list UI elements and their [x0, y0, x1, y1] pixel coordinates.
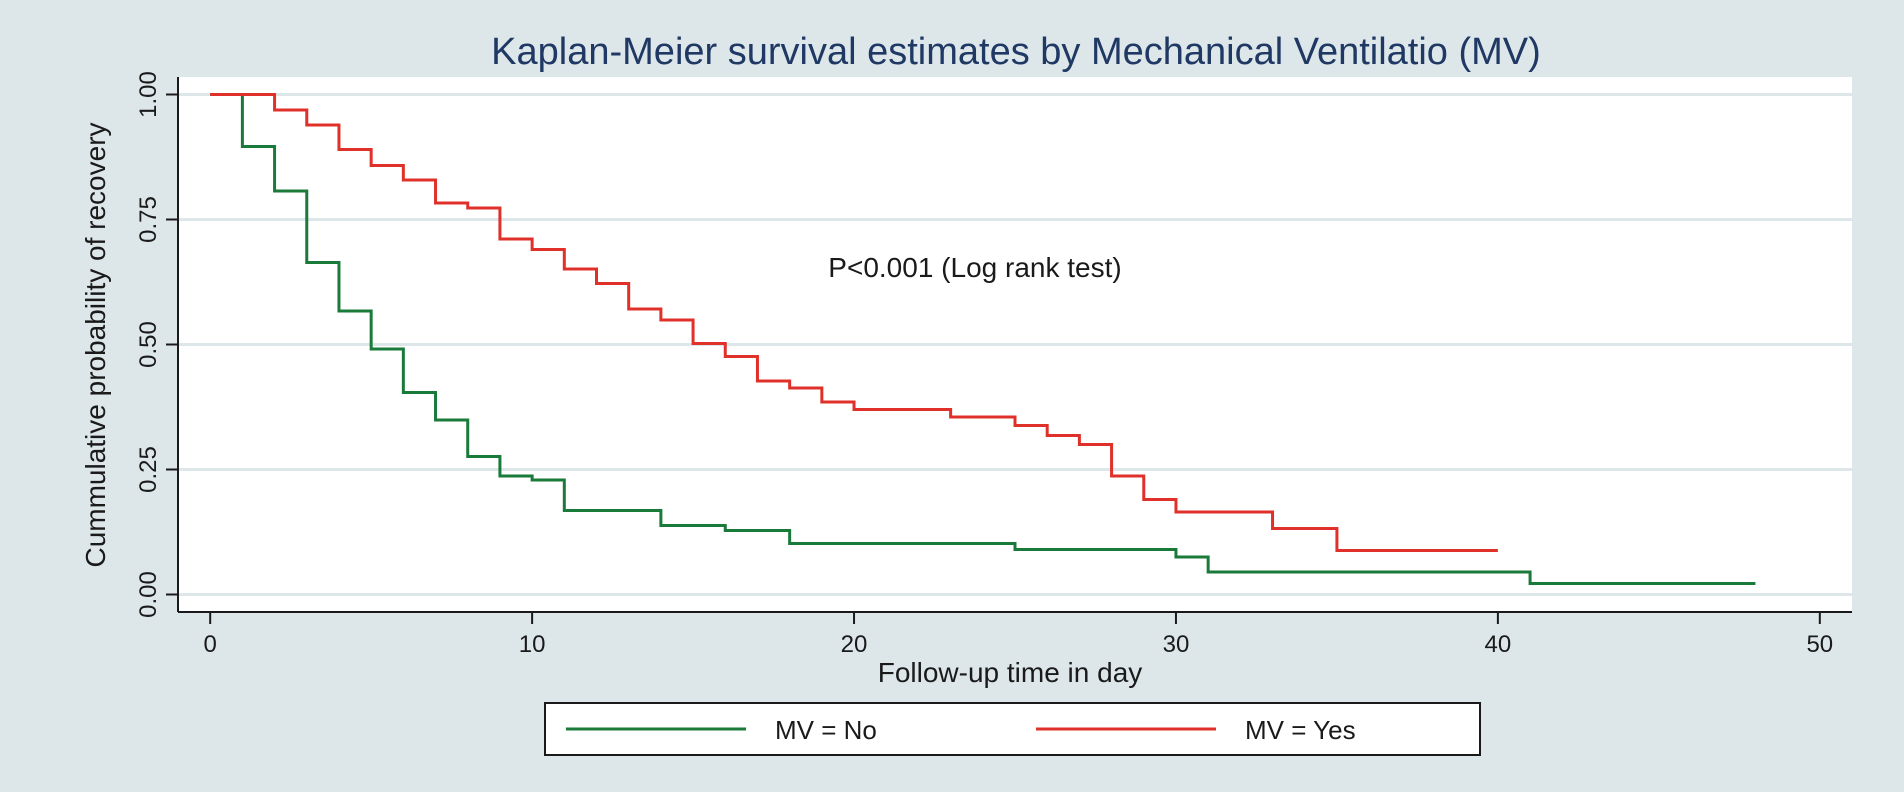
y-axis-title: Cummulative probability of recovery	[80, 122, 111, 567]
y-tick-label: 0.75	[135, 196, 162, 243]
x-tick-label: 50	[1806, 631, 1833, 658]
y-tick-label: 0.25	[135, 446, 162, 493]
p-value-annotation: P<0.001 (Log rank test)	[828, 252, 1121, 283]
km-curve-mv-no	[210, 93, 1756, 585]
survival-curves	[210, 93, 1756, 585]
x-tick-label: 40	[1485, 631, 1512, 658]
x-tick-label: 20	[841, 631, 868, 658]
grid-lines	[178, 93, 1852, 596]
x-axis-title: Follow-up time in day	[878, 657, 1143, 688]
chart-title: Kaplan-Meier survival estimates by Mecha…	[491, 31, 1541, 73]
x-tick-label: 10	[519, 631, 546, 658]
y-tick-label: 0.00	[135, 571, 162, 618]
y-tick-label: 1.00	[135, 71, 162, 118]
y-axis: 0.00 0.25 0.50 0.75 1.00	[135, 71, 178, 618]
km-curve-mv-yes	[210, 93, 1498, 552]
legend: MV = No MV = Yes	[544, 702, 1481, 756]
legend-label-mv-yes: MV = Yes	[1245, 715, 1356, 745]
y-tick-label: 0.50	[135, 321, 162, 368]
x-axis: 0 10 20 30 40 50	[204, 612, 1833, 658]
x-tick-label: 0	[204, 631, 217, 658]
x-tick-label: 30	[1163, 631, 1190, 658]
legend-label-mv-no: MV = No	[775, 715, 877, 745]
